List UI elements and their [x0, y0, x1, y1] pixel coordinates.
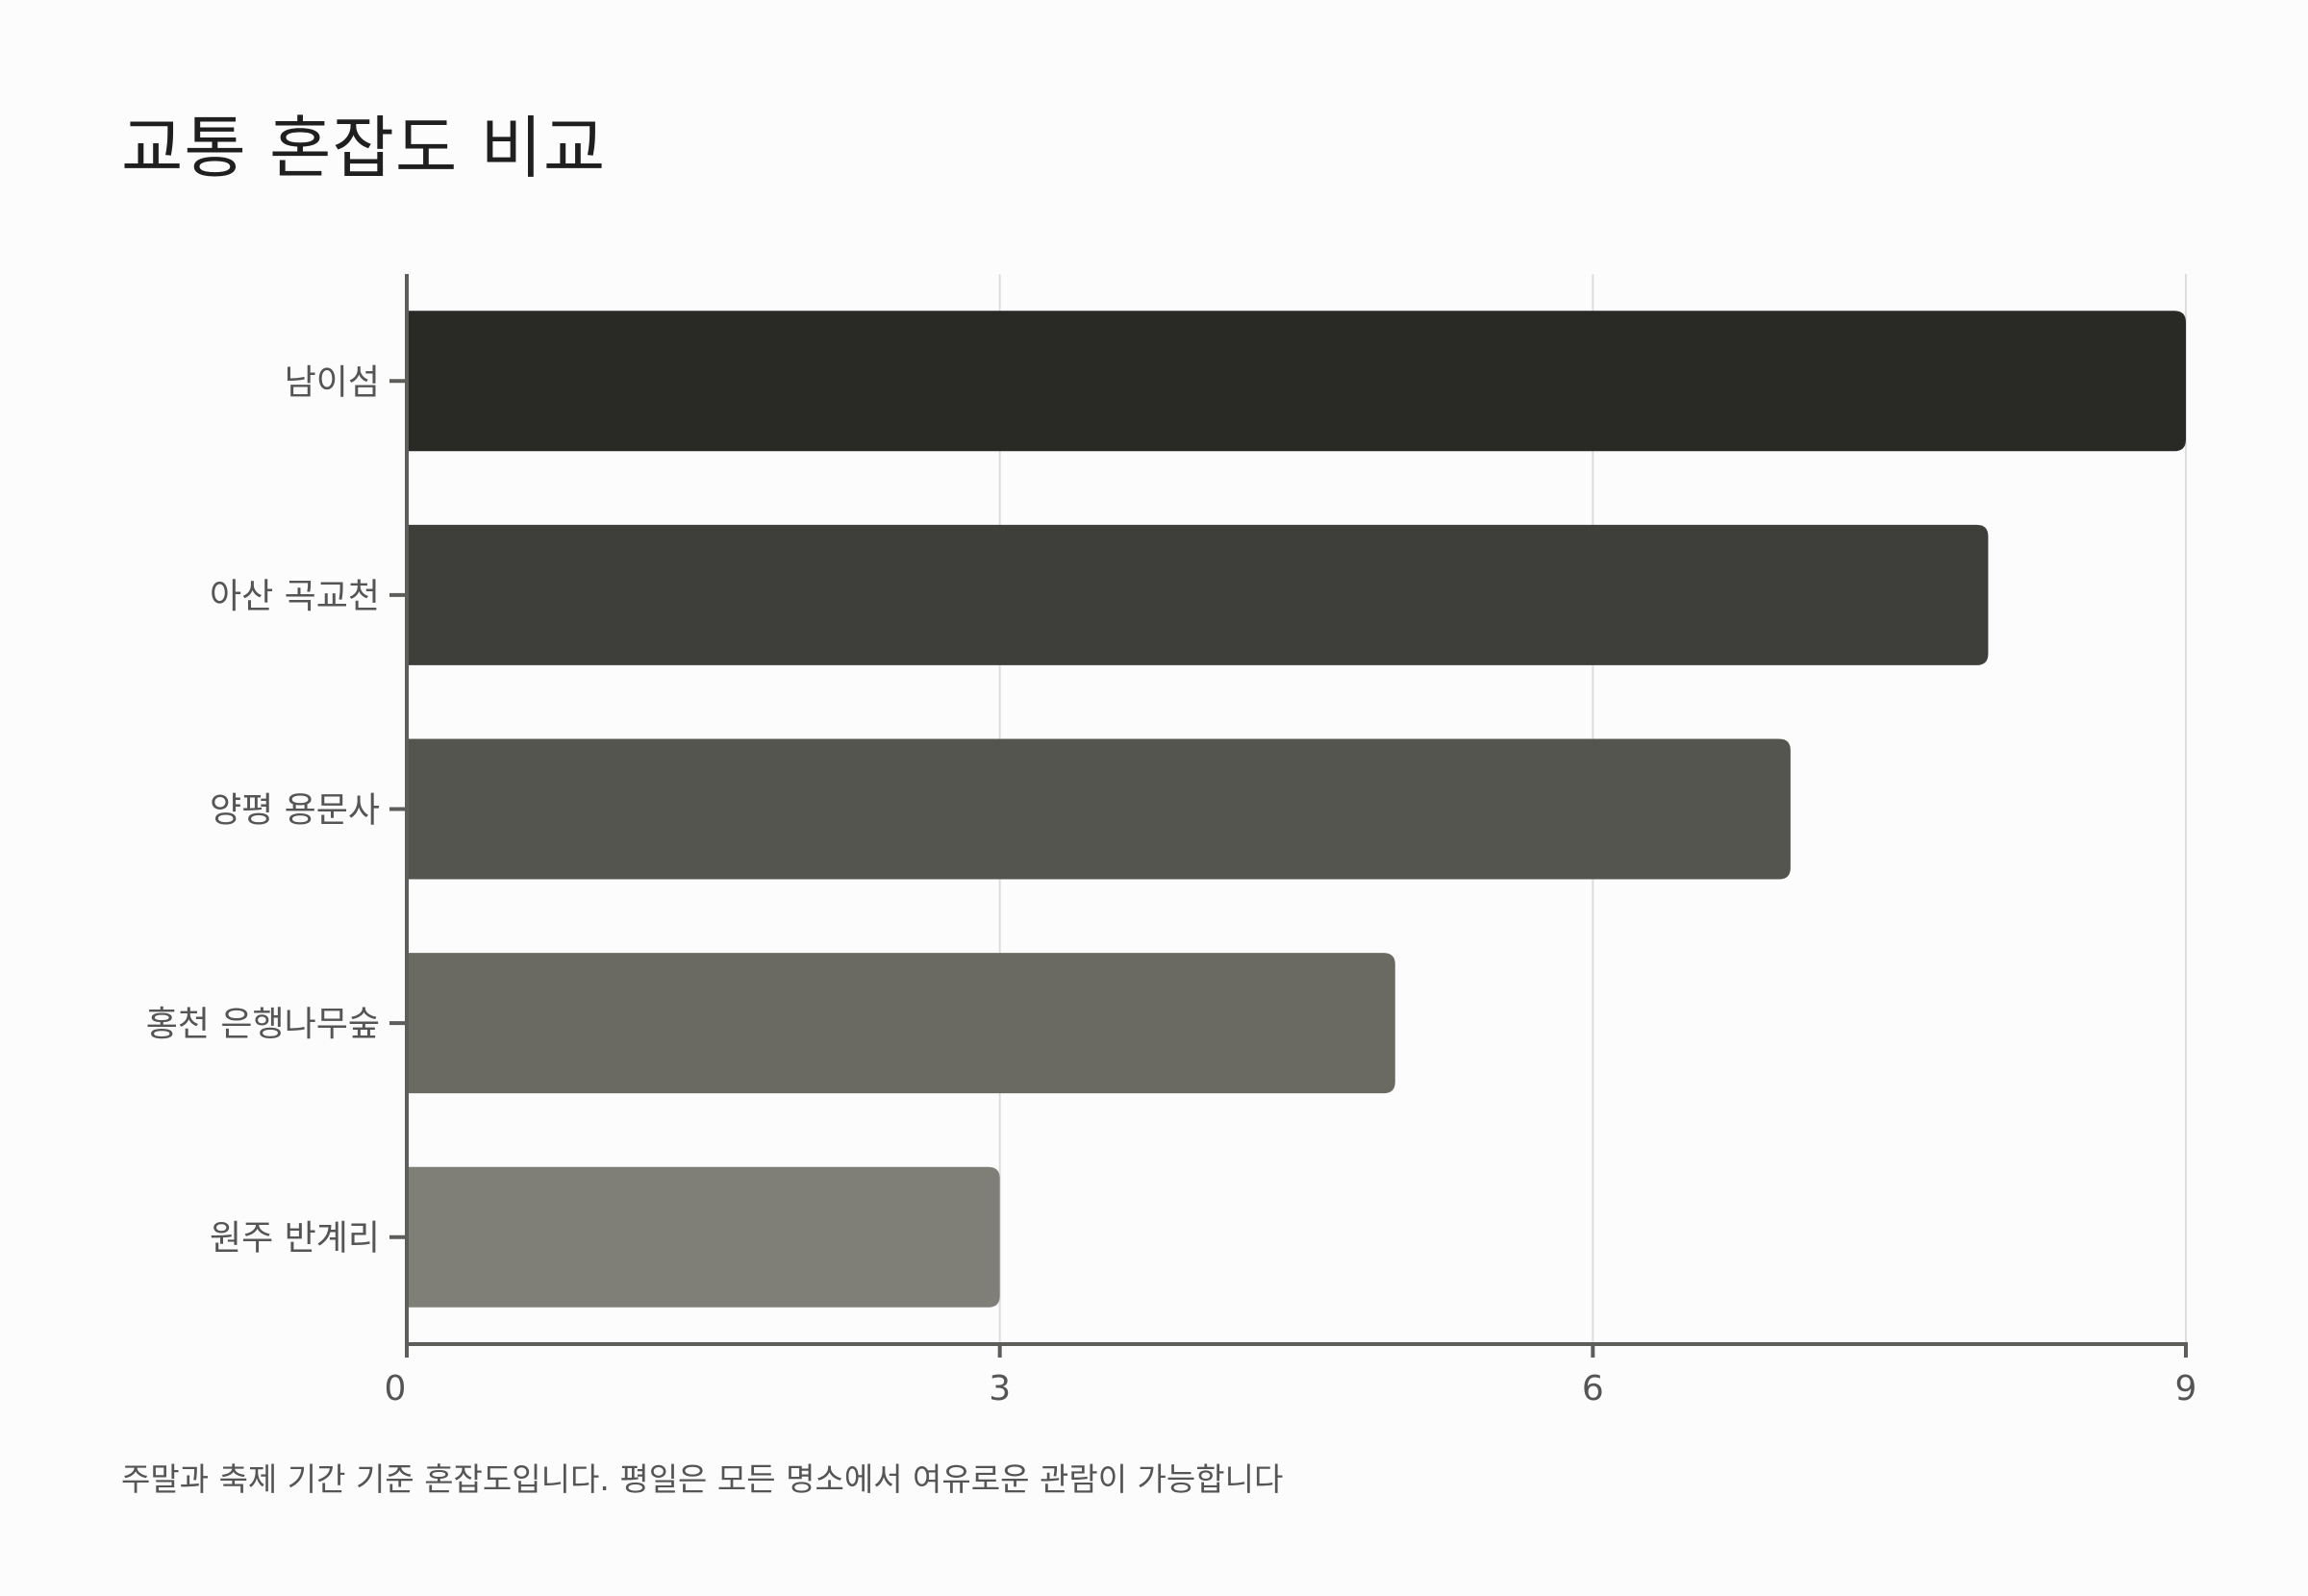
chart-title: 교통 혼잡도 비교 — [121, 109, 607, 187]
category-label: 아산 곡교천 — [210, 577, 380, 616]
bar — [407, 953, 1395, 1094]
axes — [389, 274, 2188, 1358]
category-label: 양평 용문사 — [210, 791, 380, 831]
chart-footnote: 주말과 축제 기간 기준 혼잡도입니다. 평일은 모든 명소에서 여유로운 관람… — [121, 1460, 1284, 1498]
bar — [407, 1166, 1000, 1308]
category-label: 원주 반계리 — [210, 1219, 380, 1259]
category-label: 남이섬 — [285, 362, 380, 402]
category-label: 홍천 은행나무숲 — [146, 1005, 380, 1044]
bar — [407, 311, 2186, 452]
bar — [407, 738, 1791, 880]
bars — [407, 311, 2186, 1308]
x-tick-labels: 0 3 6 9 — [385, 1369, 2197, 1409]
x-tick-label: 6 — [1582, 1369, 1604, 1409]
x-tick-label: 3 — [989, 1369, 1011, 1409]
bar — [407, 524, 1989, 665]
x-tick-label: 0 — [385, 1369, 407, 1409]
x-tick-label: 9 — [2175, 1369, 2197, 1409]
